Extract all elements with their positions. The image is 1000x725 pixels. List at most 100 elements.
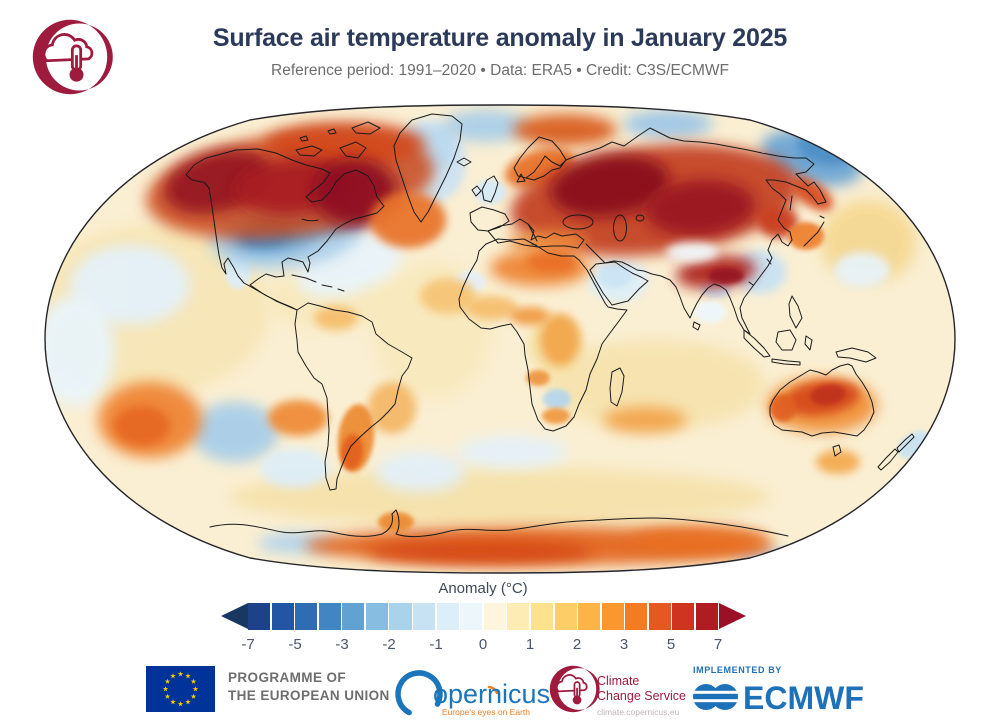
colorbar-segment bbox=[483, 603, 506, 630]
anomaly-blob-antarctica-core-west bbox=[368, 540, 592, 564]
anomaly-blob-russia-core-east bbox=[645, 179, 755, 237]
coastline-mediterranean bbox=[487, 218, 585, 249]
anomaly-blob-ne-pacific-blue bbox=[70, 245, 190, 325]
world-map bbox=[44, 104, 956, 574]
colorbar-segment bbox=[436, 603, 459, 630]
coastline-uk-ireland bbox=[471, 175, 499, 203]
map-outline bbox=[44, 104, 956, 574]
c3s-url: climate.copernicus.eu bbox=[597, 707, 679, 717]
colorbar-tick: 3 bbox=[619, 636, 629, 653]
anomaly-blob-vladivostok-red bbox=[758, 206, 798, 238]
colorbar-tick: -2 bbox=[382, 636, 396, 653]
anomaly-blob-australia-west-red bbox=[770, 394, 796, 422]
anomaly-blob-atlantic-orange bbox=[420, 278, 476, 314]
page-subtitle: Reference period: 1991–2020 • Data: ERA5… bbox=[271, 62, 729, 79]
coastline-great-lakes bbox=[301, 218, 319, 222]
anomaly-blob-chile-blue bbox=[260, 448, 330, 488]
coastline-antarctica bbox=[209, 509, 789, 538]
coastline-scandinavia bbox=[513, 136, 567, 183]
anomaly-blob-n-greenland-blue bbox=[442, 110, 530, 142]
coastline-outlines bbox=[185, 113, 915, 538]
anomaly-blob-tasman-orange bbox=[816, 450, 860, 474]
coastline-greenland bbox=[393, 113, 463, 223]
colorbar bbox=[248, 603, 719, 630]
anomaly-blob-s-africa-blue bbox=[543, 389, 571, 409]
colorbar-label: Anomaly (°C) bbox=[438, 580, 528, 597]
colorbar-tick: 2 bbox=[572, 636, 582, 653]
colorbar-tick: 0 bbox=[478, 636, 488, 653]
anomaly-blob-venezuela-orange bbox=[314, 306, 358, 330]
anomaly-blob-s-indian-orange bbox=[603, 407, 687, 433]
colorbar-segment bbox=[271, 603, 294, 630]
coastline-south-america bbox=[294, 302, 413, 491]
c3s-footer-logo: Climate Change Service climate.copernicu… bbox=[548, 664, 686, 717]
anomaly-blob-s-africa-orange2 bbox=[542, 408, 570, 424]
anomaly-blob-argentina-core bbox=[340, 434, 364, 470]
anomaly-blob-sahel-orange bbox=[510, 307, 550, 325]
colorbar-ticks: -7 -5 -3 -2 -1 0 1 2 3 5 7 bbox=[0, 636, 1000, 656]
copernicus-orange-arc-icon bbox=[487, 685, 499, 695]
colorbar-segment bbox=[625, 603, 648, 630]
colorbar-segment bbox=[365, 603, 388, 630]
copernicus-swoosh-icon bbox=[395, 670, 443, 718]
coastline-eurasia bbox=[565, 127, 827, 335]
colorbar-segment bbox=[507, 603, 530, 630]
anomaly-blob-japan-orange bbox=[788, 222, 824, 250]
anomaly-blob-s-pacific-orange2 bbox=[268, 400, 328, 436]
anomaly-field bbox=[45, 110, 932, 565]
colorbar-segment bbox=[295, 603, 318, 630]
anomaly-blob-russia-core-west bbox=[550, 155, 670, 217]
colorbar-segment bbox=[601, 603, 624, 630]
colorbar-segment bbox=[248, 603, 271, 630]
ecmwf-wordmark: ECMWF bbox=[743, 680, 864, 716]
anomaly-blob-philippine-sea-pale bbox=[834, 252, 890, 288]
coastline-australia bbox=[769, 363, 875, 457]
anomaly-blob-s-pacific-core bbox=[114, 406, 170, 446]
colorbar-segment bbox=[318, 603, 341, 630]
coastline-madagascar bbox=[609, 367, 625, 407]
copernicus-wordmark: opernicus bbox=[433, 679, 550, 709]
coastline-africa bbox=[458, 238, 628, 432]
colorbar-right-arrow bbox=[719, 603, 746, 629]
c3s-line1: Climate bbox=[597, 674, 639, 688]
anomaly-blob-australia-core bbox=[810, 384, 846, 406]
c3s-footer-icon bbox=[548, 664, 601, 714]
colorbar-segment bbox=[460, 603, 483, 630]
anomaly-blob-mediterranean-orange bbox=[508, 231, 588, 253]
eu-flag-icon bbox=[146, 666, 215, 712]
anomaly-blob-uk-blue bbox=[474, 180, 506, 204]
anomaly-blob-indian-wash bbox=[545, 340, 765, 430]
colorbar-tick: -5 bbox=[288, 636, 302, 653]
footer: PROGRAMME OF THE EUROPEAN UNION opernicu… bbox=[146, 664, 864, 718]
coastline-japan-sakhalin bbox=[789, 195, 825, 247]
coastline-iceland bbox=[456, 157, 472, 167]
coastline-new-zealand bbox=[877, 433, 915, 471]
coastline-arctic-islands bbox=[295, 121, 381, 159]
colorbar-segment bbox=[530, 603, 554, 630]
colorbar-tick: -1 bbox=[429, 636, 443, 653]
colorbar-segment bbox=[413, 603, 436, 630]
ecmwf-implemented-by: IMPLEMENTED BY bbox=[693, 665, 782, 675]
coastline-iberia bbox=[469, 206, 510, 232]
anomaly-blob-antarctic-peninsula-orange bbox=[378, 512, 414, 532]
anomaly-blob-tibet-core bbox=[708, 268, 744, 284]
page-title: Surface air temperature anomaly in Janua… bbox=[212, 24, 788, 52]
anomaly-blob-c-africa-orange bbox=[540, 314, 580, 366]
colorbar-segment bbox=[342, 603, 365, 630]
colorbar-left-arrow bbox=[221, 603, 248, 629]
coastline-north-america bbox=[185, 148, 385, 311]
anomaly-blob-arabia-blue-core bbox=[598, 264, 632, 288]
anomaly-blob-tarim-pale bbox=[666, 242, 718, 262]
copernicus-logo: opernicus Europe's eyes on Earth bbox=[395, 670, 550, 718]
colorbar-tick: 1 bbox=[525, 636, 535, 653]
ecmwf-circles-icon bbox=[690, 684, 741, 710]
eu-programme-line1: PROGRAMME OF bbox=[228, 670, 346, 685]
anomaly-blob-s-ocean-wash bbox=[230, 467, 770, 527]
c3s-line2: Change Service bbox=[597, 689, 686, 703]
coastline-caribbean bbox=[291, 274, 345, 292]
coastline-caspian-black-sea bbox=[562, 214, 645, 242]
copernicus-tagline: Europe's eyes on Earth bbox=[442, 707, 530, 717]
coastline-se-asia-islands bbox=[692, 258, 877, 366]
